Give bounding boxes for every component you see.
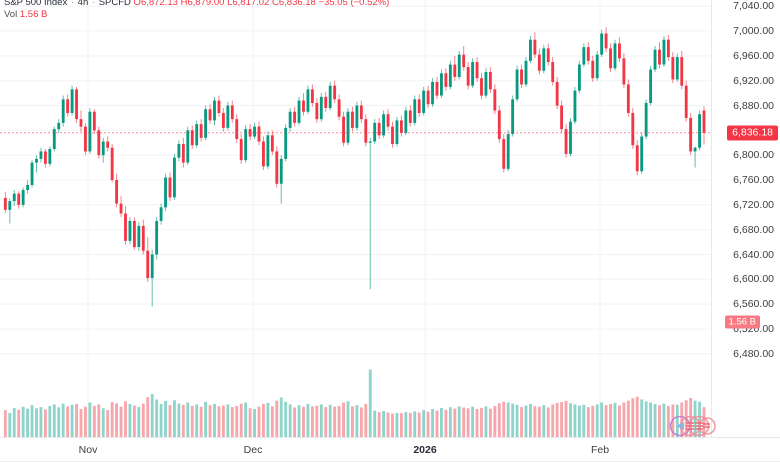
grid-layer [0, 0, 712, 437]
price-tick-label: 6,640.00 [733, 248, 774, 261]
price-tick-label: 6,760.00 [733, 174, 774, 186]
price-tick-label: 6,480.00 [733, 347, 774, 360]
price-tick-label: 7,040.00 [733, 0, 774, 13]
price-tick-label: 6,960.00 [733, 49, 774, 62]
time-tick-label: Dec [243, 444, 263, 456]
price-tick-label: 6,720.00 [733, 198, 774, 211]
price-tick-label: 6,680.00 [733, 223, 774, 236]
chart-plot-area[interactable] [0, 0, 712, 437]
time-tick-label: Feb [590, 444, 610, 456]
price-tick-label: 6,600.00 [733, 273, 774, 286]
price-tick-label: 6,880.00 [733, 99, 774, 112]
candles-layer [3, 27, 706, 307]
price-tick-label: 6,800.00 [733, 149, 774, 162]
time-tick-label: 2026 [413, 444, 437, 456]
time-axis-divider [0, 461, 780, 462]
last-price-badge: 6,836.18 [727, 125, 778, 141]
price-tick-label: 6,920.00 [733, 74, 774, 87]
price-tick-label: 7,000.00 [733, 25, 774, 37]
time-axis[interactable]: Nov Dec 2026 Feb [0, 437, 780, 470]
price-axis[interactable]: 7,040.00 7,000.00 6,960.00 6,920.00 6,880.00… [711, 0, 780, 437]
volume-badge: 1.56 B [724, 315, 760, 329]
candlestick-svg [0, 0, 712, 437]
price-tick-label: 6,560.00 [733, 298, 774, 311]
time-tick-label: Nov [78, 444, 98, 456]
